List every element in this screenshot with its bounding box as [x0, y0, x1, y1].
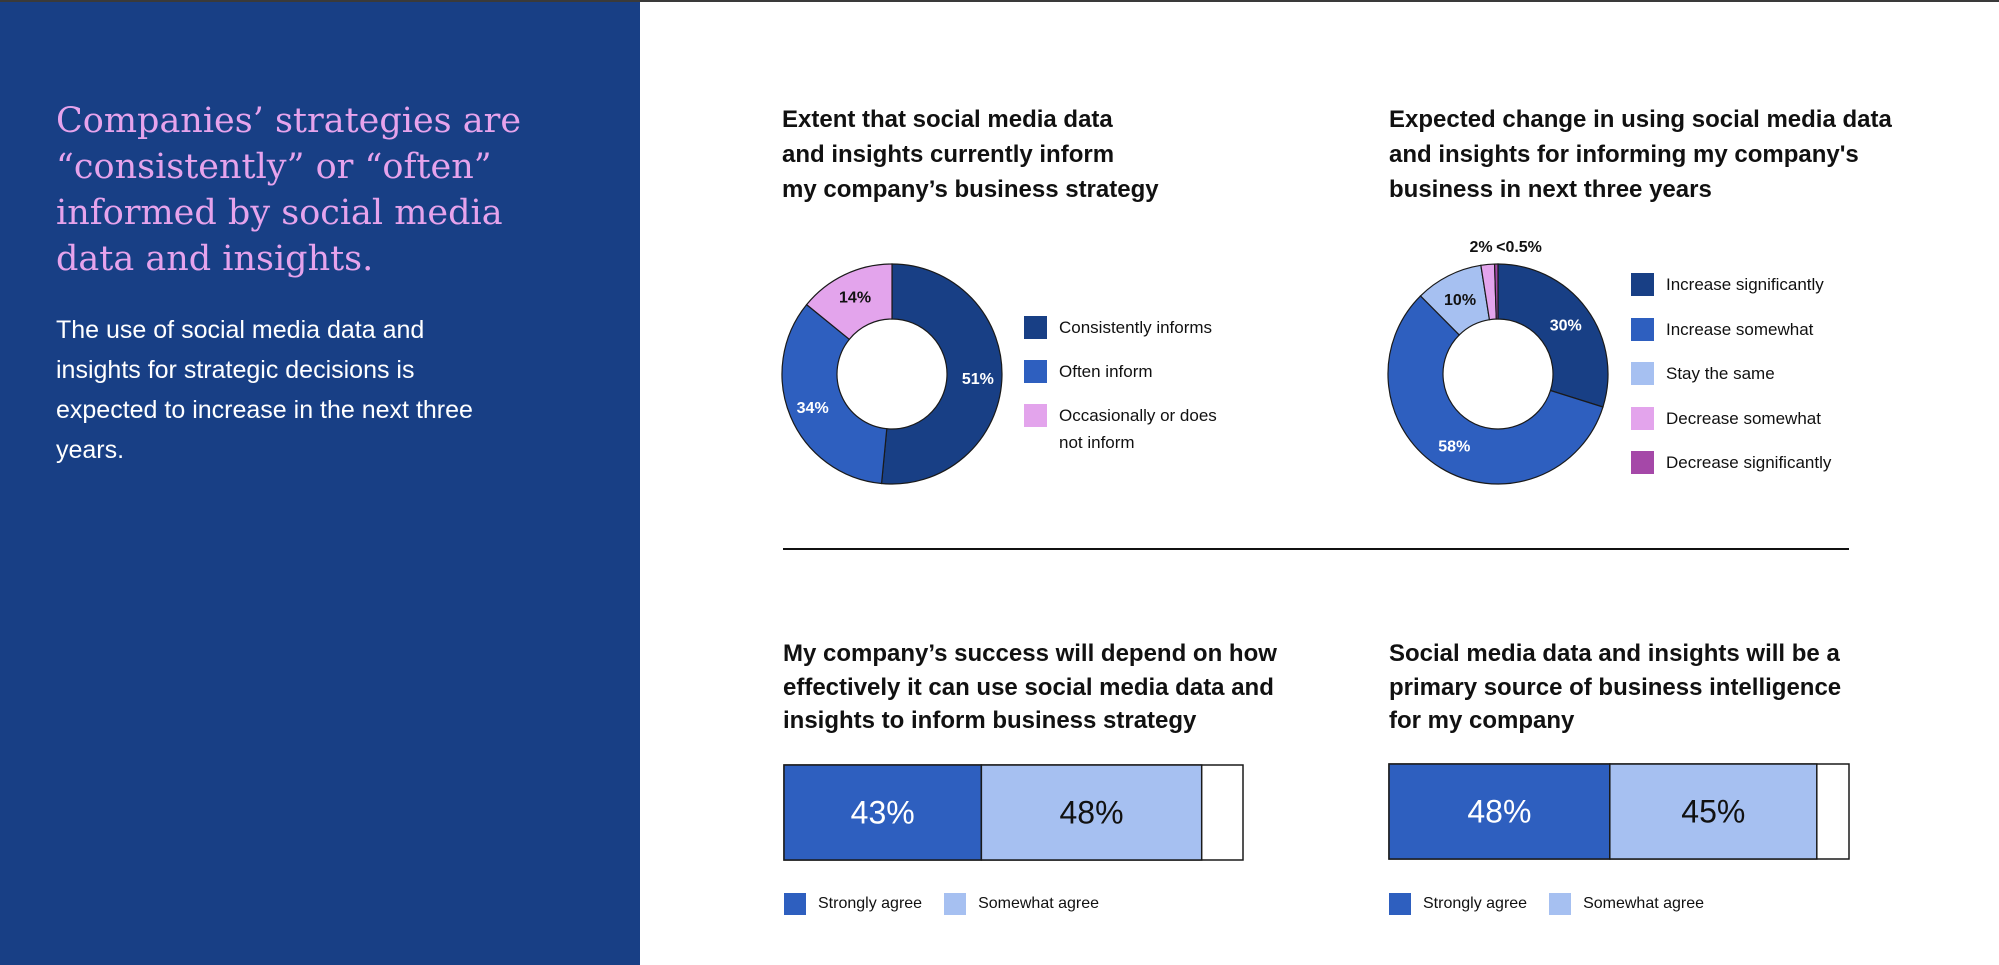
legend-item: Somewhat agree — [1549, 890, 1704, 917]
chart-3-legend: Strongly agree Somewhat agree — [784, 890, 1121, 917]
legend-item: Consistently informs — [1024, 316, 1212, 341]
legend-label: Decrease somewhat — [1666, 408, 1821, 428]
donut-2-slice-increase-significantly — [1497, 263, 1609, 408]
chart-2-title-line: Expected change in using social media da… — [1389, 106, 1892, 133]
donut-2-slice-increase-somewhat — [1387, 295, 1604, 485]
legend-swatch — [1631, 406, 1654, 430]
chart-2-title-line: business in next three years — [1389, 176, 1712, 203]
chart-3-title-line: My company’s success will depend on how — [783, 640, 1277, 667]
legend-item: Increase significantly — [1631, 273, 1824, 298]
legend-swatch — [1024, 360, 1047, 383]
legend-item: Decrease somewhat — [1631, 406, 1821, 432]
chart-4-title: Social media data and insights will be a… — [1389, 637, 1949, 738]
bar-2-segment-somewhat-agree — [1609, 763, 1818, 860]
chart-4-title-line: for my company — [1389, 707, 1575, 734]
bar-1-segment-strongly-agree — [783, 764, 983, 861]
stacked-bar-chart-1: 43% 48% — [783, 764, 1244, 861]
legend-label: Increase somewhat — [1666, 319, 1814, 339]
donut-2-label-increase-somewhat: 58% — [1438, 439, 1470, 456]
legend-item: Strongly agree — [784, 890, 922, 917]
sidebar-body-text: The use of social media data and insight… — [56, 316, 473, 464]
chart-2-title-line: and insights for informing my company's — [1389, 141, 1859, 168]
legend-item: Often inform — [1024, 360, 1153, 385]
legend-swatch — [1024, 316, 1047, 339]
chart-4-title-line: Social media data and insights will be a — [1389, 640, 1840, 667]
legend-label: Strongly agree — [818, 895, 923, 912]
chart-1-title-line: my company’s business strategy — [782, 176, 1159, 203]
chart-3-title: My company’s success will depend on how … — [783, 637, 1343, 738]
bar-2-label-strongly-agree: 48% — [1467, 794, 1531, 830]
legend-swatch — [944, 892, 967, 915]
chart-3-title-line: insights to inform business strategy — [783, 707, 1197, 734]
legend-label: Somewhat agree — [1583, 895, 1705, 912]
donut-2-label-decrease-significantly: <0.5% — [1496, 239, 1542, 256]
legend-label: Occasionally or does not inform — [1059, 406, 1217, 452]
donut-1-label-consistently-informs: 51% — [962, 371, 994, 388]
legend-label: Often inform — [1059, 362, 1153, 381]
bar-2-label-somewhat-agree: 45% — [1681, 794, 1745, 830]
donut-1-label-occasionally-or-does-not-inform: 14% — [839, 289, 871, 306]
bar-1-label-somewhat-agree: 48% — [1060, 795, 1124, 831]
donut-2-label-stay-the-same: 10% — [1444, 292, 1476, 309]
legend-label: Strongly agree — [1423, 895, 1528, 912]
sidebar-headline: Companies’ strategies are “consistently”… — [56, 101, 522, 279]
chart-4-legend: Strongly agree Somewhat agree — [1389, 890, 1726, 917]
donut-1-slice-consistently-informs — [880, 263, 1003, 485]
legend-swatch — [1631, 451, 1654, 474]
legend-item: Occasionally or does not inform — [1024, 404, 1229, 456]
chart-3-title-line: effectively it can use social media data… — [783, 673, 1274, 701]
legend-swatch — [784, 892, 806, 915]
legend-label: Decrease significantly — [1666, 453, 1832, 472]
chart-2-title: Expected change in using social media da… — [1389, 102, 1949, 207]
chart-1-title-line: Extent that social media data — [782, 106, 1113, 133]
donut-1-label-often-inform: 34% — [797, 400, 829, 417]
legend-swatch — [1389, 892, 1411, 915]
donut-2-label-increase-significantly: 30% — [1550, 317, 1582, 334]
legend-label: Somewhat agree — [978, 895, 1100, 912]
section-divider — [783, 548, 1849, 550]
legend-item: Stay the same — [1631, 362, 1775, 387]
sidebar-panel — [0, 2, 640, 965]
chart-1-title: Extent that social media data and insigh… — [782, 102, 1242, 207]
legend-swatch — [1549, 892, 1572, 915]
donut-chart-2: 30% 58% 10% 2% <0.5% — [1387, 239, 1609, 485]
legend-swatch — [1024, 404, 1047, 427]
legend-swatch — [1631, 362, 1654, 385]
donut-2-slice-decrease-significantly — [1493, 263, 1499, 320]
donut-1-slice-often-inform — [781, 303, 888, 485]
legend-label: Increase significantly — [1666, 275, 1824, 294]
bar-1-segment-somewhat-agree — [980, 764, 1203, 861]
donut-chart-1: 51% 34% 14% — [781, 263, 1003, 485]
legend-item: Decrease significantly — [1631, 451, 1831, 476]
legend-swatch — [1631, 317, 1654, 341]
chart-4-title-line: primary source of business intelligence — [1389, 673, 1842, 701]
stacked-bar-chart-2: 48% 45% — [1388, 763, 1850, 860]
legend-item: Increase somewhat — [1631, 317, 1814, 343]
legend-item: Somewhat agree — [944, 890, 1099, 917]
donut-1-slice-occasionally-or-does-not-inform — [805, 263, 893, 341]
bar-1-label-strongly-agree: 43% — [851, 795, 915, 831]
bar-2-segment-strongly-agree — [1388, 763, 1611, 860]
legend-item: Strongly agree — [1389, 890, 1527, 917]
legend-label: Consistently informs — [1059, 318, 1213, 337]
legend-swatch — [1631, 273, 1654, 296]
donut-2-label-decrease-somewhat: 2% — [1469, 239, 1492, 256]
chart-1-title-line: and insights currently inform — [782, 141, 1115, 168]
top-border — [0, 0, 1999, 2]
legend-label: Stay the same — [1666, 364, 1775, 383]
